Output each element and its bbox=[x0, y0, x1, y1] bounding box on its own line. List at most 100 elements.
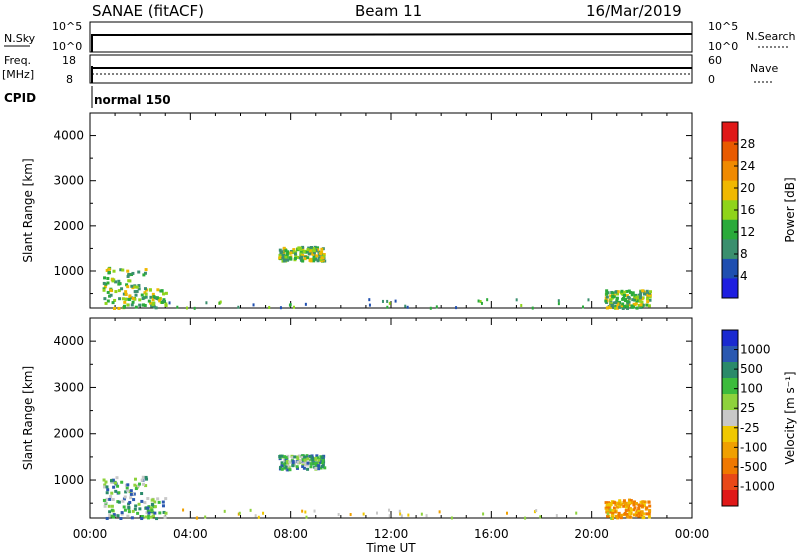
echo-cell bbox=[108, 497, 112, 501]
echo-cell bbox=[105, 485, 109, 489]
echo-cell bbox=[633, 500, 637, 504]
echo-cell bbox=[394, 299, 397, 303]
x-tick-label: 08:00 bbox=[273, 527, 308, 541]
echo-cell bbox=[349, 513, 352, 517]
echo-cell bbox=[109, 293, 113, 297]
echo-cell bbox=[622, 293, 626, 297]
echo-cell bbox=[113, 298, 117, 302]
echo-cell bbox=[106, 276, 110, 280]
echo-cell bbox=[118, 297, 122, 301]
echo-cell bbox=[149, 301, 153, 305]
echo-cell bbox=[117, 279, 121, 283]
echo-cell bbox=[107, 504, 111, 508]
echo-cell bbox=[144, 292, 148, 296]
echo-cell bbox=[314, 461, 318, 465]
echo-cell bbox=[619, 513, 623, 517]
colorbar-tick-label: 20 bbox=[740, 181, 755, 195]
echo-cell bbox=[161, 500, 165, 504]
echo-cell bbox=[308, 459, 312, 463]
echo-cell bbox=[406, 305, 409, 309]
echo-cell bbox=[149, 295, 153, 299]
echo-cell bbox=[121, 499, 125, 503]
echo-cell bbox=[185, 306, 188, 310]
date-title: 16/Mar/2019 bbox=[586, 2, 682, 20]
x-tick-label: 04:00 bbox=[173, 527, 208, 541]
echo-cell bbox=[322, 253, 326, 257]
plot-frame bbox=[89, 112, 693, 309]
echo-cell bbox=[296, 460, 300, 464]
colorbar-tick-label: -100 bbox=[740, 440, 767, 454]
colorbar-segment bbox=[722, 219, 738, 240]
echo-cell bbox=[144, 268, 148, 272]
echo-cell bbox=[319, 258, 323, 262]
echo-cell bbox=[153, 511, 157, 515]
colorbar-tick-label: -25 bbox=[740, 421, 760, 435]
echo-cell bbox=[153, 505, 157, 509]
echo-cell bbox=[284, 456, 288, 460]
echo-cell bbox=[420, 512, 423, 516]
echo-cell bbox=[158, 296, 162, 300]
echo-cell bbox=[155, 517, 159, 521]
echo-cell bbox=[621, 296, 625, 300]
echo-cell bbox=[295, 466, 299, 470]
echo-cell bbox=[317, 464, 321, 468]
echo-cell bbox=[479, 300, 482, 304]
echo-cell bbox=[637, 511, 641, 515]
echo-cell bbox=[482, 512, 485, 516]
echo-cell bbox=[625, 289, 629, 293]
echo-cell bbox=[282, 259, 286, 263]
echo-cell bbox=[635, 299, 639, 303]
echo-cell bbox=[319, 455, 323, 459]
echo-cell bbox=[605, 292, 609, 296]
echo-cell bbox=[609, 298, 613, 302]
echo-cell bbox=[151, 303, 155, 307]
echo-cell bbox=[158, 511, 162, 515]
echo-cell bbox=[647, 512, 651, 516]
echo-cell bbox=[280, 250, 284, 254]
echo-cell bbox=[611, 513, 615, 517]
echo-cell bbox=[136, 511, 140, 515]
echo-cell bbox=[298, 256, 302, 260]
y-tick-label: 2000 bbox=[53, 427, 84, 441]
echo-cell bbox=[301, 460, 305, 464]
echo-cell bbox=[164, 291, 168, 295]
echo-cell bbox=[160, 300, 164, 304]
echo-cell bbox=[296, 255, 300, 259]
colorbar-segment bbox=[722, 239, 738, 260]
echo-cell bbox=[627, 303, 631, 307]
echo-cell bbox=[126, 274, 130, 278]
echo-cell bbox=[126, 269, 130, 273]
echo-cell bbox=[617, 502, 621, 506]
echo-cell bbox=[237, 305, 240, 309]
echo-cell bbox=[131, 509, 135, 513]
echo-cell bbox=[320, 461, 324, 465]
echo-cell bbox=[144, 515, 148, 519]
echo-cell bbox=[645, 506, 649, 510]
echo-cell bbox=[623, 304, 627, 308]
echo-cell bbox=[320, 247, 324, 251]
echo-cell bbox=[388, 301, 391, 305]
echo-cell bbox=[386, 299, 389, 303]
echo-cell bbox=[286, 468, 290, 472]
nsky-trace bbox=[91, 33, 693, 52]
echo-cell bbox=[301, 465, 305, 469]
echo-cell bbox=[640, 510, 644, 514]
nsearch-tick-high: 10^5 bbox=[708, 20, 738, 33]
echo-cell bbox=[375, 511, 378, 515]
echo-cell bbox=[301, 253, 305, 257]
echo-cell bbox=[133, 297, 137, 301]
echo-cell bbox=[132, 498, 136, 502]
echo-cell bbox=[103, 276, 107, 280]
colorbar-segment bbox=[722, 490, 738, 507]
echo-cell bbox=[109, 479, 113, 483]
echo-cell bbox=[108, 510, 112, 514]
echo-cell bbox=[634, 502, 638, 506]
echo-cell bbox=[617, 511, 621, 515]
echo-cell bbox=[628, 498, 632, 502]
echo-cell bbox=[305, 454, 309, 458]
echo-cell bbox=[635, 306, 639, 310]
echo-cell bbox=[404, 304, 407, 308]
x-tick-label: 16:00 bbox=[474, 527, 509, 541]
echo-cell bbox=[314, 257, 318, 261]
